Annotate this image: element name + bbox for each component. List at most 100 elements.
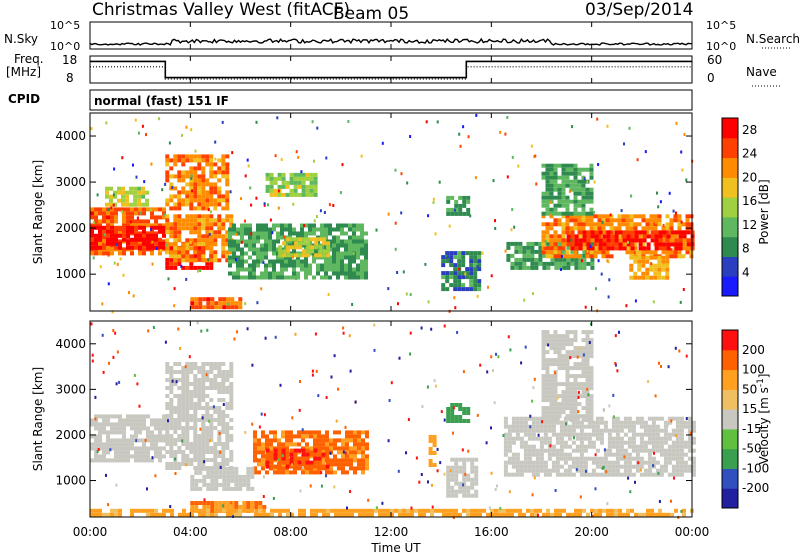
heatmap-cell bbox=[236, 275, 240, 280]
heatmap-cell bbox=[522, 265, 527, 270]
heatmap-cell bbox=[336, 271, 340, 276]
heatmap-cell bbox=[240, 251, 244, 256]
heatmap-cell bbox=[647, 416, 652, 421]
heatmap-cell bbox=[284, 235, 288, 240]
heatmap-cell bbox=[113, 190, 117, 195]
heatmap-cell bbox=[561, 234, 566, 239]
heatmap-cell bbox=[162, 446, 166, 451]
heatmap-cell bbox=[225, 462, 230, 466]
heatmap-cell bbox=[326, 508, 330, 513]
heatmap-cell bbox=[278, 508, 282, 513]
heatmap-cell bbox=[570, 242, 575, 247]
heatmap-cell bbox=[669, 238, 674, 243]
heatmap-cell bbox=[268, 247, 272, 252]
heatmap-cell bbox=[264, 227, 268, 232]
heatmap-cell bbox=[194, 501, 199, 505]
heatmap-cell bbox=[226, 512, 230, 517]
heatmap-cell bbox=[458, 489, 463, 494]
heatmap-speckle bbox=[347, 120, 350, 123]
heatmap-speckle bbox=[623, 455, 626, 459]
heatmap-cell bbox=[661, 226, 666, 231]
heatmap-cell bbox=[189, 170, 194, 175]
heatmap-cell bbox=[138, 414, 142, 419]
heatmap-cell bbox=[248, 263, 252, 268]
heatmap-cell bbox=[102, 426, 106, 431]
heatmap-cell bbox=[181, 226, 186, 231]
heatmap-cell bbox=[470, 508, 474, 513]
heatmap-cell bbox=[217, 438, 222, 442]
heatmap-cell bbox=[293, 448, 298, 453]
heatmap-cell bbox=[627, 460, 632, 465]
heatmap-cell bbox=[595, 448, 600, 453]
heatmap-cell bbox=[213, 446, 218, 450]
heatmap-cell bbox=[626, 234, 631, 239]
heatmap-cell bbox=[430, 512, 434, 517]
heatmap-cell bbox=[165, 265, 170, 270]
heatmap-cell bbox=[349, 434, 353, 439]
heatmap-cell bbox=[332, 271, 336, 276]
heatmap-cell bbox=[146, 219, 150, 224]
heatmap-cell bbox=[651, 472, 656, 477]
heatmap-cell bbox=[601, 226, 606, 231]
heatmap-cell bbox=[557, 366, 562, 371]
heatmap-cell bbox=[109, 198, 113, 203]
heatmap-cell bbox=[173, 258, 178, 263]
heatmap-cell bbox=[365, 454, 369, 459]
heatmap-cell bbox=[557, 203, 562, 208]
heatmap-cell bbox=[197, 434, 202, 438]
heatmap-cell bbox=[206, 505, 211, 509]
heatmap-speckle bbox=[188, 355, 191, 359]
heatmap-cell bbox=[190, 505, 195, 509]
heatmap-cell bbox=[165, 394, 170, 398]
heatmap-cell bbox=[687, 464, 692, 469]
heatmap-cell bbox=[197, 194, 202, 199]
heatmap-cell bbox=[665, 214, 670, 219]
heatmap-cell bbox=[675, 432, 680, 437]
heatmap-cell bbox=[165, 362, 170, 366]
heatmap-cell bbox=[619, 448, 624, 453]
heatmap-cell bbox=[545, 334, 550, 339]
heatmap-cell bbox=[118, 426, 122, 431]
heatmap-cell bbox=[667, 452, 672, 457]
heatmap-cell bbox=[265, 448, 270, 453]
heatmap-cell bbox=[201, 442, 206, 446]
heatmap-cell bbox=[260, 251, 264, 256]
heatmap-cell bbox=[181, 378, 186, 382]
heatmap-cell bbox=[641, 242, 646, 247]
heatmap-cell bbox=[173, 238, 178, 243]
heatmap-speckle bbox=[246, 158, 249, 162]
heatmap-cell bbox=[577, 191, 582, 196]
heatmap-cell bbox=[581, 199, 586, 204]
heatmap-speckle bbox=[415, 456, 418, 460]
colorbar-swatch bbox=[722, 330, 738, 351]
heatmap-cell bbox=[90, 211, 94, 216]
heatmap-cell bbox=[322, 241, 327, 246]
heatmap-cell bbox=[329, 470, 333, 475]
heatmap-cell bbox=[671, 440, 676, 445]
heatmap-cell bbox=[213, 250, 218, 255]
heatmap-cell bbox=[98, 229, 102, 234]
heatmap-cell bbox=[623, 416, 628, 421]
heatmap-cell bbox=[547, 428, 552, 433]
heatmap-cell bbox=[201, 398, 206, 402]
heatmap-cell bbox=[503, 452, 508, 457]
heatmap-speckle bbox=[171, 379, 174, 383]
heatmap-cell bbox=[277, 176, 282, 181]
heatmap-cell bbox=[197, 442, 202, 446]
heatmap-cell bbox=[633, 275, 638, 280]
heatmap-cell bbox=[264, 263, 268, 268]
heatmap-cell bbox=[465, 267, 470, 272]
heatmap-speckle bbox=[434, 384, 437, 388]
heatmap-cell bbox=[348, 243, 352, 248]
heatmap-cell bbox=[225, 406, 230, 410]
heatmap-cell bbox=[328, 275, 332, 280]
heatmap-cell bbox=[655, 448, 660, 453]
heatmap-cell bbox=[325, 442, 329, 447]
heatmap-cell bbox=[213, 406, 218, 410]
heatmap-cell bbox=[158, 434, 162, 439]
heatmap-cell bbox=[312, 255, 316, 260]
heatmap-cell bbox=[554, 265, 559, 270]
heatmap-cell bbox=[90, 207, 94, 212]
heatmap-cell bbox=[205, 261, 210, 266]
heatmap-speckle bbox=[356, 254, 359, 258]
